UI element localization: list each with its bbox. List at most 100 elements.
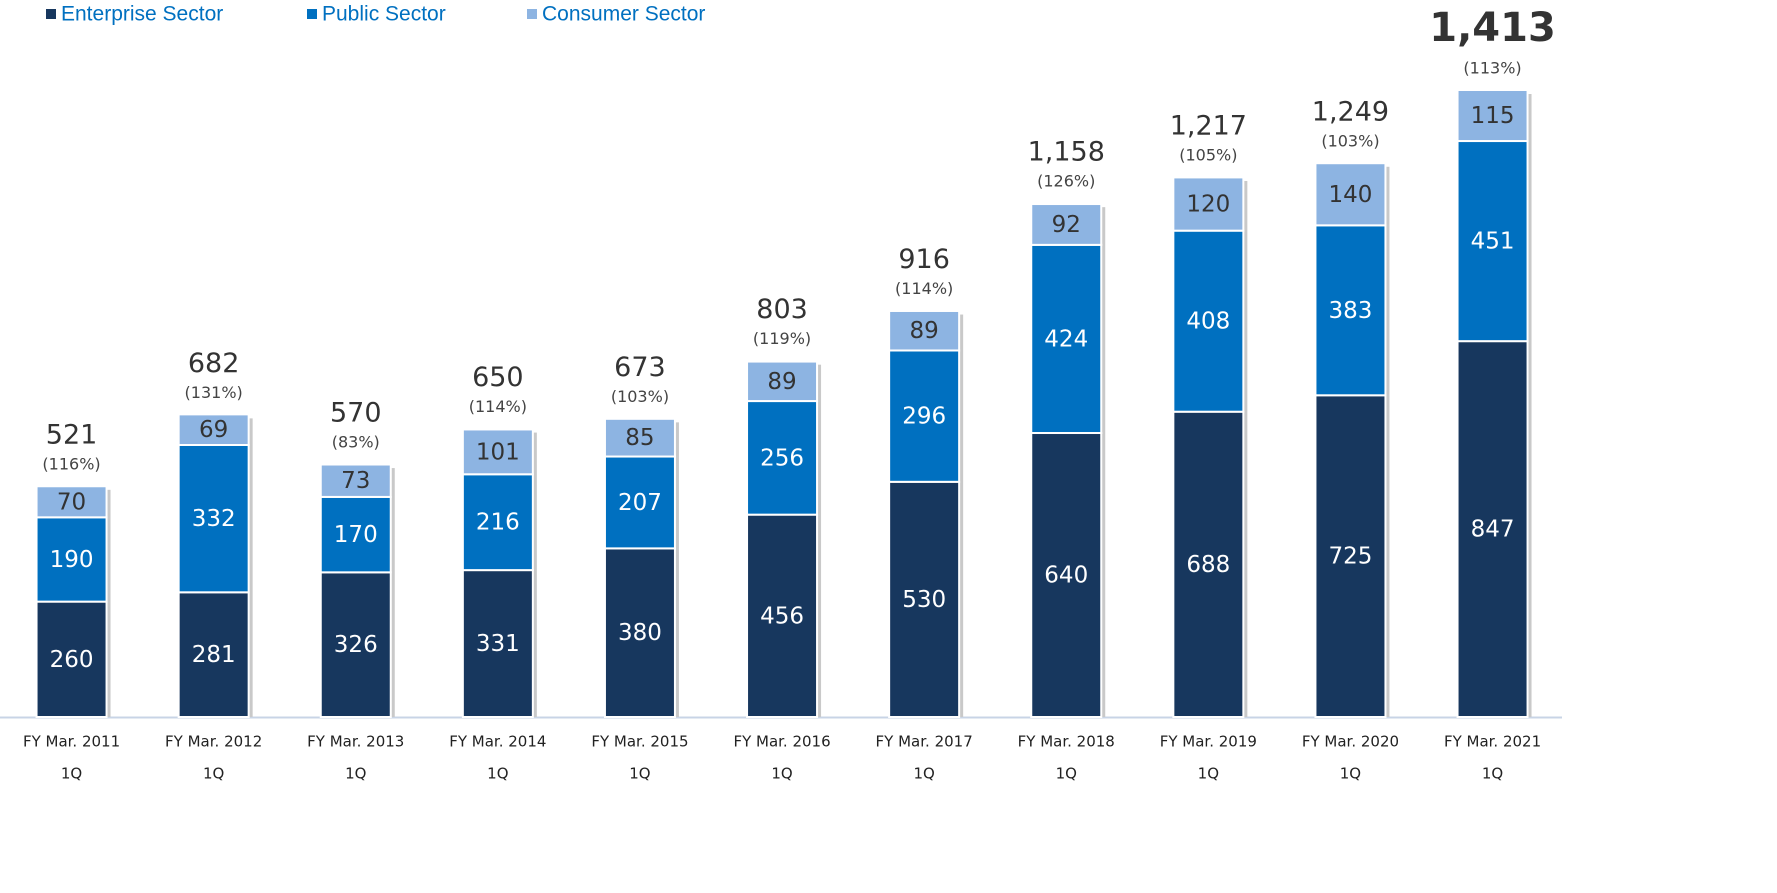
growth-label: (126%)	[1037, 172, 1095, 191]
bar-segment	[177, 443, 250, 594]
growth-label: (114%)	[895, 279, 953, 298]
growth-label: (131%)	[185, 383, 243, 402]
legend-swatch	[527, 9, 537, 19]
segment-label: 85	[625, 425, 654, 451]
bar-segment	[1456, 140, 1529, 343]
x-tick-label: 1Q	[1198, 765, 1219, 783]
bar-segment	[888, 309, 961, 352]
x-tick-label: FY Mar. 2020	[1302, 733, 1399, 751]
segment-label: 190	[50, 547, 94, 573]
segment-label: 115	[1471, 103, 1515, 129]
segment-label: 92	[1052, 212, 1081, 238]
bar-segment	[35, 600, 108, 718]
total-label: 1,217	[1170, 110, 1247, 141]
segment-label: 120	[1186, 192, 1230, 218]
x-tick-label: 1Q	[629, 765, 650, 783]
segment-label: 69	[199, 417, 228, 443]
bar-segment	[1172, 410, 1245, 718]
x-tick-label: 1Q	[1482, 765, 1503, 783]
legend-label: Enterprise Sector	[61, 3, 223, 26]
bar-segment	[1314, 162, 1387, 227]
total-label: 1,413	[1429, 5, 1556, 51]
bar-segment	[35, 516, 108, 603]
growth-label: (113%)	[1463, 59, 1521, 78]
bar-segment	[1456, 340, 1529, 718]
x-tick-label: 1Q	[771, 765, 792, 783]
bar-segment	[461, 569, 534, 718]
x-tick-label: FY Mar. 2016	[733, 733, 830, 751]
segment-label: 140	[1328, 182, 1372, 208]
segment-label: 170	[334, 522, 378, 548]
bar-segment	[1030, 432, 1103, 718]
x-tick-label: FY Mar. 2019	[1160, 733, 1257, 751]
segment-label: 101	[476, 439, 520, 465]
bar-segment	[461, 428, 534, 476]
x-tick-label: FY Mar. 2013	[307, 733, 404, 751]
total-label: 521	[46, 419, 98, 450]
growth-label: (103%)	[1321, 131, 1379, 150]
legend-swatch	[307, 9, 317, 19]
segment-label: 296	[902, 404, 946, 430]
x-tick-label: 1Q	[913, 765, 934, 783]
segment-label: 408	[1186, 309, 1230, 335]
segment-label: 89	[910, 318, 939, 344]
x-tick-label: FY Mar. 2017	[876, 733, 973, 751]
growth-label: (114%)	[469, 397, 527, 416]
bar-segment	[603, 455, 676, 550]
segment-label: 332	[192, 506, 236, 532]
x-tick-label: FY Mar. 2015	[591, 733, 688, 751]
segment-label: 530	[902, 587, 946, 613]
bar-segment	[603, 547, 676, 719]
x-tick-label: FY Mar. 2011	[23, 733, 120, 751]
segment-label: 256	[760, 445, 804, 471]
bar-segment	[1456, 89, 1529, 143]
legend-label: Consumer Sector	[542, 3, 705, 26]
total-label: 1,249	[1312, 96, 1389, 127]
segment-label: 456	[760, 603, 804, 629]
total-label: 1,158	[1028, 137, 1105, 168]
bar-segment	[1172, 229, 1245, 413]
segment-label: 260	[50, 647, 94, 673]
growth-label: (119%)	[753, 329, 811, 348]
segment-label: 847	[1471, 517, 1515, 543]
segment-label: 207	[618, 490, 662, 516]
segment-label: 89	[767, 369, 796, 395]
segment-label: 73	[341, 468, 370, 494]
segment-label: 688	[1186, 552, 1230, 578]
total-label: 682	[188, 348, 240, 379]
bar-segment	[1030, 243, 1103, 435]
segment-label: 380	[618, 620, 662, 646]
segment-label: 424	[1044, 326, 1088, 352]
x-tick-label: 1Q	[203, 765, 224, 783]
total-label: 916	[898, 244, 950, 275]
bar-segment	[746, 400, 819, 516]
bar-segment	[1314, 224, 1387, 397]
segment-label: 383	[1328, 298, 1372, 324]
growth-label: (105%)	[1179, 145, 1237, 164]
x-tick-label: FY Mar. 2021	[1444, 733, 1541, 751]
bar-segment	[1172, 176, 1245, 232]
bar-segment	[1030, 203, 1103, 246]
bar-segment	[319, 571, 392, 719]
segment-label: 725	[1328, 544, 1372, 570]
bar-segment	[319, 495, 392, 574]
bar-segment	[35, 485, 108, 519]
bar-segment	[888, 480, 961, 718]
x-tick-label: FY Mar. 2014	[449, 733, 546, 751]
bar-segment	[1314, 394, 1387, 718]
bar-segment	[177, 591, 250, 718]
bar-segment	[888, 349, 961, 483]
total-label: 803	[756, 294, 808, 325]
segment-label: 326	[334, 632, 378, 658]
growth-label: (103%)	[611, 387, 669, 406]
growth-label: (116%)	[42, 454, 100, 473]
total-label: 650	[472, 362, 524, 393]
x-tick-label: FY Mar. 2018	[1018, 733, 1115, 751]
total-label: 570	[330, 398, 382, 429]
bar-segment	[746, 513, 819, 718]
segment-label: 281	[192, 642, 236, 668]
segment-label: 70	[57, 489, 86, 515]
bar-segment	[319, 463, 392, 498]
x-tick-label: 1Q	[1340, 765, 1361, 783]
